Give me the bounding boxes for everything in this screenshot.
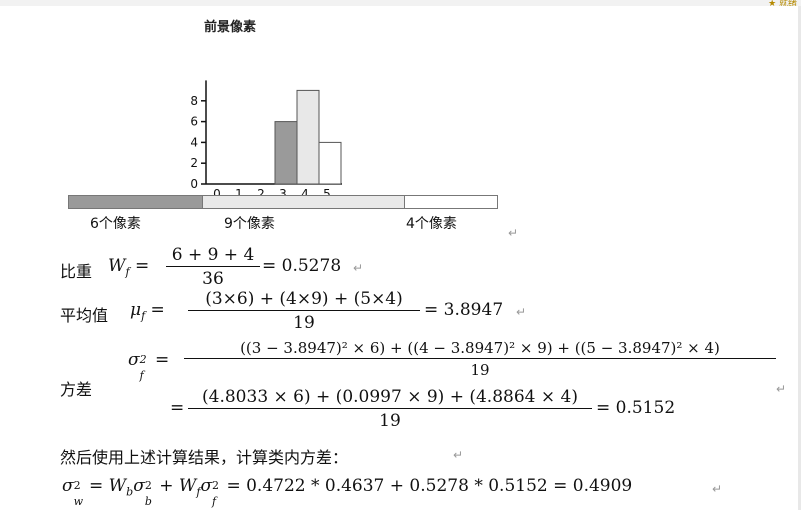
fraction-bar [188, 310, 420, 312]
mean-fraction: (3×6) + (4×9) + (5×4) 19 [188, 289, 420, 333]
variance-numerator-1: ((3 − 3.8947)² × 6) + ((4 − 3.8947)² × 9… [240, 339, 720, 357]
mean-numerator: (3×6) + (4×9) + (5×4) [205, 289, 403, 309]
mean-symbol: μ [130, 300, 142, 320]
chart-bars [274, 89, 342, 185]
y-tick-label: 6 [190, 115, 198, 129]
variance-fraction-1: ((3 − 3.8947)² × 6) + ((4 − 3.8947)² × 9… [184, 339, 776, 379]
variance-superscript: 2 [139, 353, 147, 366]
vertical-scrollbar[interactable] [798, 6, 801, 510]
weight-fraction: 6 + 9 + 4 36 [166, 245, 260, 289]
variance-equals-2: = [170, 398, 185, 418]
variance-denominator-1: 19 [470, 361, 490, 380]
chart-title: 前景像素 [204, 19, 256, 35]
conclusion-sentence: 然后使用上述计算结果，计算类内方差： [60, 448, 349, 467]
weight-numerator: 6 + 9 + 4 [171, 245, 255, 265]
mean-denominator: 19 [293, 313, 315, 334]
paragraph-mark: ↵ [516, 305, 527, 319]
bar-3 [274, 121, 298, 185]
paragraph-mark: ↵ [776, 382, 787, 396]
weight-subscript: f [125, 265, 130, 279]
x-tick-label: 0 [213, 187, 221, 201]
mean-subscript: f [141, 309, 146, 323]
y-tick-label: 2 [190, 156, 198, 170]
pixel-label-9: 9个像素 [224, 216, 275, 232]
mean-lhs: μf = [130, 300, 165, 322]
x-tick-label: 3 [279, 187, 287, 201]
fraction-bar [184, 358, 776, 360]
paragraph-mark: ↵ [508, 226, 519, 240]
variance-symbol: σ [128, 350, 140, 370]
x-tick-label: 5 [323, 187, 331, 201]
pixel-label-6: 6个像素 [90, 216, 141, 232]
y-tick-label: 0 [190, 177, 198, 191]
paragraph-mark: ↵ [453, 448, 464, 462]
weight-symbol: W [108, 256, 126, 276]
weight-result: = 0.5278 [262, 256, 342, 276]
variance-fraction-2: (4.8033 × 6) + (0.0997 × 9) + (4.8864 × … [188, 387, 592, 431]
x-tick-label: 4 [301, 187, 309, 201]
mean-equals: = [150, 300, 165, 320]
mean-result: = 3.8947 [424, 300, 504, 320]
weight-denominator: 36 [202, 269, 224, 290]
top-bar [0, 0, 801, 6]
pixel-segment-4 [404, 195, 498, 209]
variance-equals: = [155, 350, 170, 370]
x-tick-label: 2 [257, 187, 265, 201]
weight-lhs: Wf = [108, 256, 149, 278]
mean-label: 平均值 [60, 306, 109, 325]
pixel-strip [68, 195, 498, 211]
fraction-bar [188, 408, 592, 410]
y-tick-label: 4 [190, 135, 198, 149]
pixel-segment-9 [202, 195, 405, 209]
variance-subscript: f [139, 369, 144, 382]
variance-label: 方差 [60, 380, 93, 399]
weight-equals: = [134, 256, 150, 276]
variance-denominator-2: 19 [379, 411, 401, 432]
variance-numerator-2: (4.8033 × 6) + (0.0997 × 9) + (4.8864 × … [202, 387, 578, 407]
pixel-label-4: 4个像素 [406, 216, 457, 232]
bar-5 [318, 141, 342, 185]
weight-label: 比重 [60, 262, 93, 281]
within-variance-value: = 0.4722 * 0.4637 + 0.5278 * 0.5152 = 0.… [226, 476, 633, 496]
status-tag: ★ 就绪 [768, 0, 797, 9]
paragraph-mark: ↵ [353, 261, 364, 275]
y-tick-label: 8 [190, 94, 198, 108]
fraction-bar [166, 266, 260, 268]
paragraph-mark: ↵ [712, 482, 723, 496]
variance-result: = 0.5152 [596, 398, 676, 418]
x-tick-label: 1 [235, 187, 243, 201]
pixel-segment-6 [68, 195, 203, 209]
bar-4 [296, 89, 320, 185]
